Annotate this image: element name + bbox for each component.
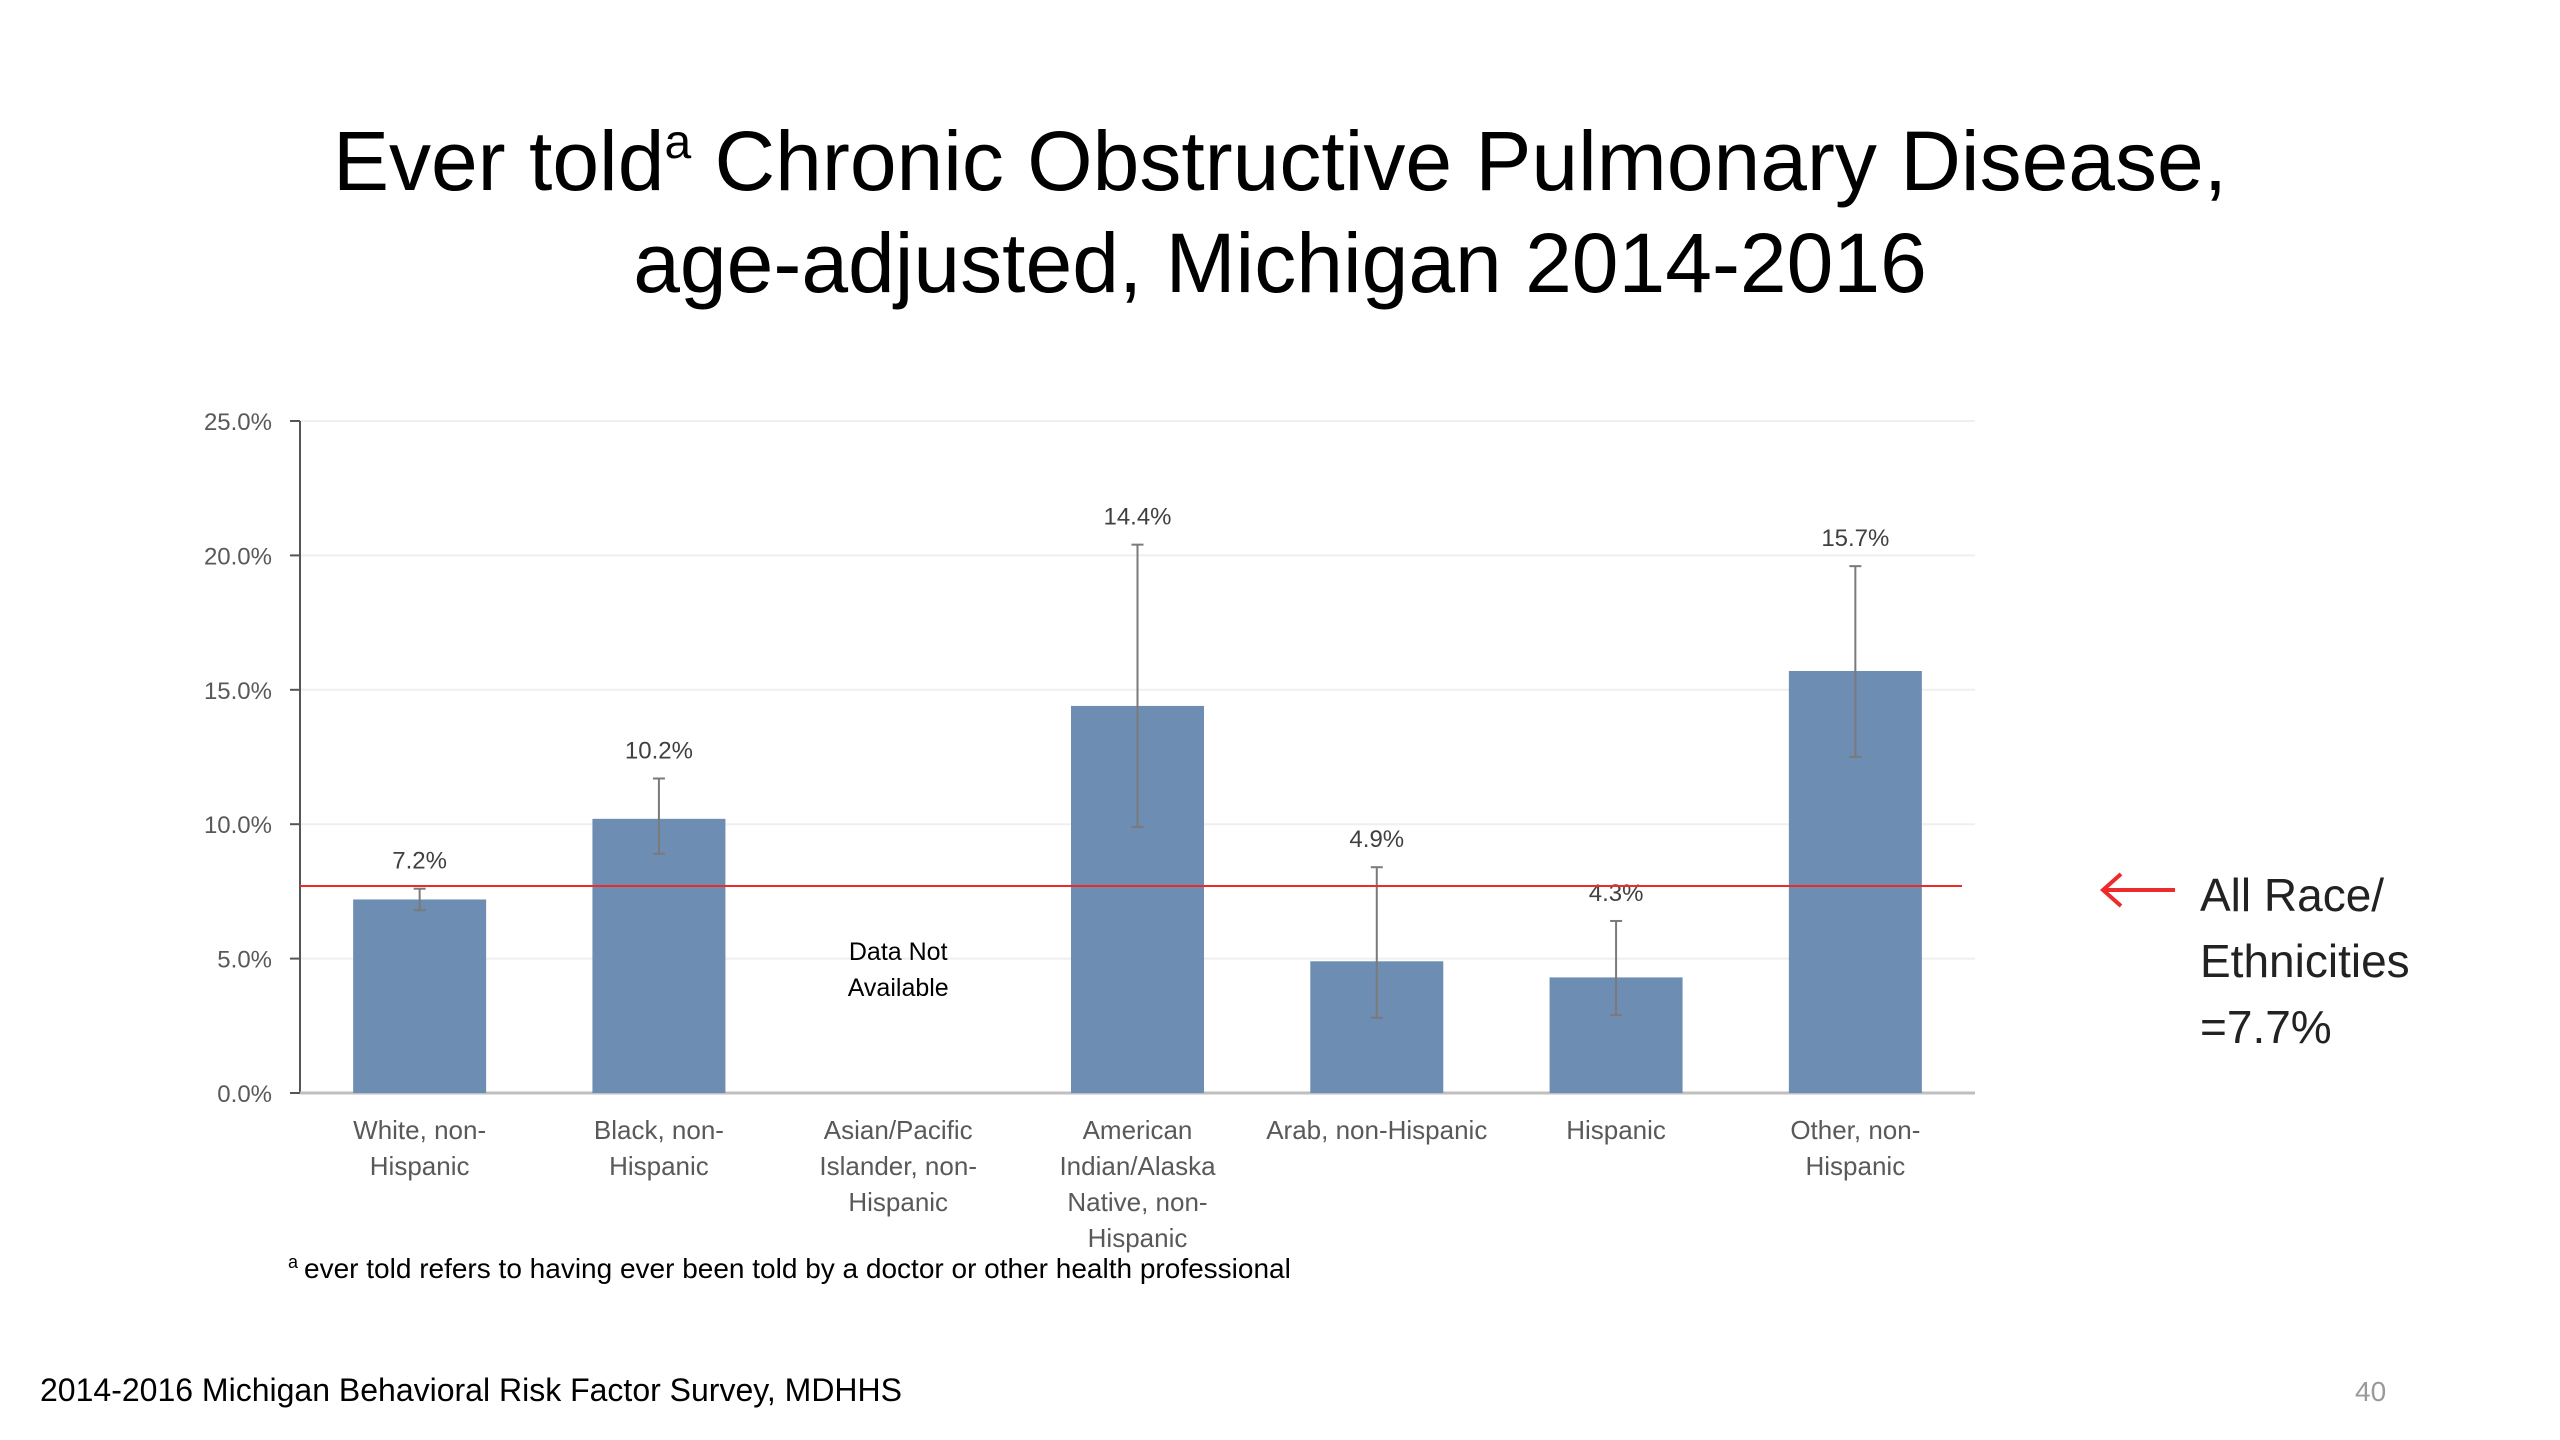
reference-label: All Race/ Ethnicities =7.7% xyxy=(2200,862,2410,1060)
data-label: 10.2% xyxy=(625,738,693,765)
category-label: Hispanic xyxy=(1088,1223,1188,1253)
data-label: 4.9% xyxy=(1349,826,1404,853)
reference-label-line: All Race/ xyxy=(2200,869,2385,921)
source-note: 2014-2016 Michigan Behavioral Risk Facto… xyxy=(40,1372,902,1408)
title-line-2: age-adjusted, Michigan 2014-2016 xyxy=(633,216,1927,310)
category-label: Black, non- xyxy=(594,1115,724,1145)
slide-title: Ever tolda Chronic Obstructive Pulmonary… xyxy=(180,110,2380,314)
category-label: Hispanic xyxy=(848,1187,948,1217)
y-tick-label: 25.0% xyxy=(204,409,272,436)
category-label: Hispanic xyxy=(370,1151,470,1181)
title-line-1: Ever tolda Chronic Obstructive Pulmonary… xyxy=(180,110,2380,212)
y-tick-label: 10.0% xyxy=(204,812,272,839)
data-label: 15.7% xyxy=(1821,525,1889,552)
reference-label-line: Ethnicities xyxy=(2200,935,2410,987)
missing-data-note: Data Not xyxy=(849,938,948,966)
y-tick-label: 20.0% xyxy=(204,543,272,570)
category-label: Arab, non-Hispanic xyxy=(1266,1115,1487,1145)
y-tick-label: 0.0% xyxy=(217,1081,272,1108)
title-text-continued: Chronic Obstructive Pulmonary Disease, xyxy=(691,114,2228,208)
category-label: Hispanic xyxy=(1805,1151,1905,1181)
category-label: Indian/Alaska xyxy=(1059,1151,1216,1181)
footnote-text: ever told refers to having ever been tol… xyxy=(304,1253,1291,1284)
category-label: American xyxy=(1083,1115,1193,1145)
bar xyxy=(353,899,487,1093)
category-label: Hispanic xyxy=(1566,1115,1666,1145)
category-label: White, non- xyxy=(353,1115,486,1145)
category-label: Islander, non- xyxy=(819,1151,977,1181)
data-label: 14.4% xyxy=(1103,504,1171,531)
category-label: Hispanic xyxy=(609,1151,709,1181)
y-tick-label: 15.0% xyxy=(204,678,272,705)
missing-data-note: Available xyxy=(848,974,949,1002)
data-label: 7.2% xyxy=(392,848,447,875)
reference-legend xyxy=(2095,860,2535,1060)
category-label: Other, non- xyxy=(1790,1115,1920,1145)
reference-label-line: =7.7% xyxy=(2200,1001,2332,1053)
category-label: Asian/Pacific xyxy=(824,1115,973,1145)
footnote: a ever told refers to having ever been to… xyxy=(288,1253,1291,1285)
page-number: 40 xyxy=(2355,1376,2387,1407)
bar xyxy=(592,818,726,1093)
y-tick-label: 5.0% xyxy=(217,947,272,974)
title-text: Ever told xyxy=(332,114,665,208)
left-arrow-icon xyxy=(2099,872,2175,908)
title-superscript: a xyxy=(664,116,692,169)
category-label: Native, non- xyxy=(1067,1187,1207,1217)
data-label: 4.3% xyxy=(1589,880,1644,907)
footnote-marker: a xyxy=(288,1252,299,1272)
